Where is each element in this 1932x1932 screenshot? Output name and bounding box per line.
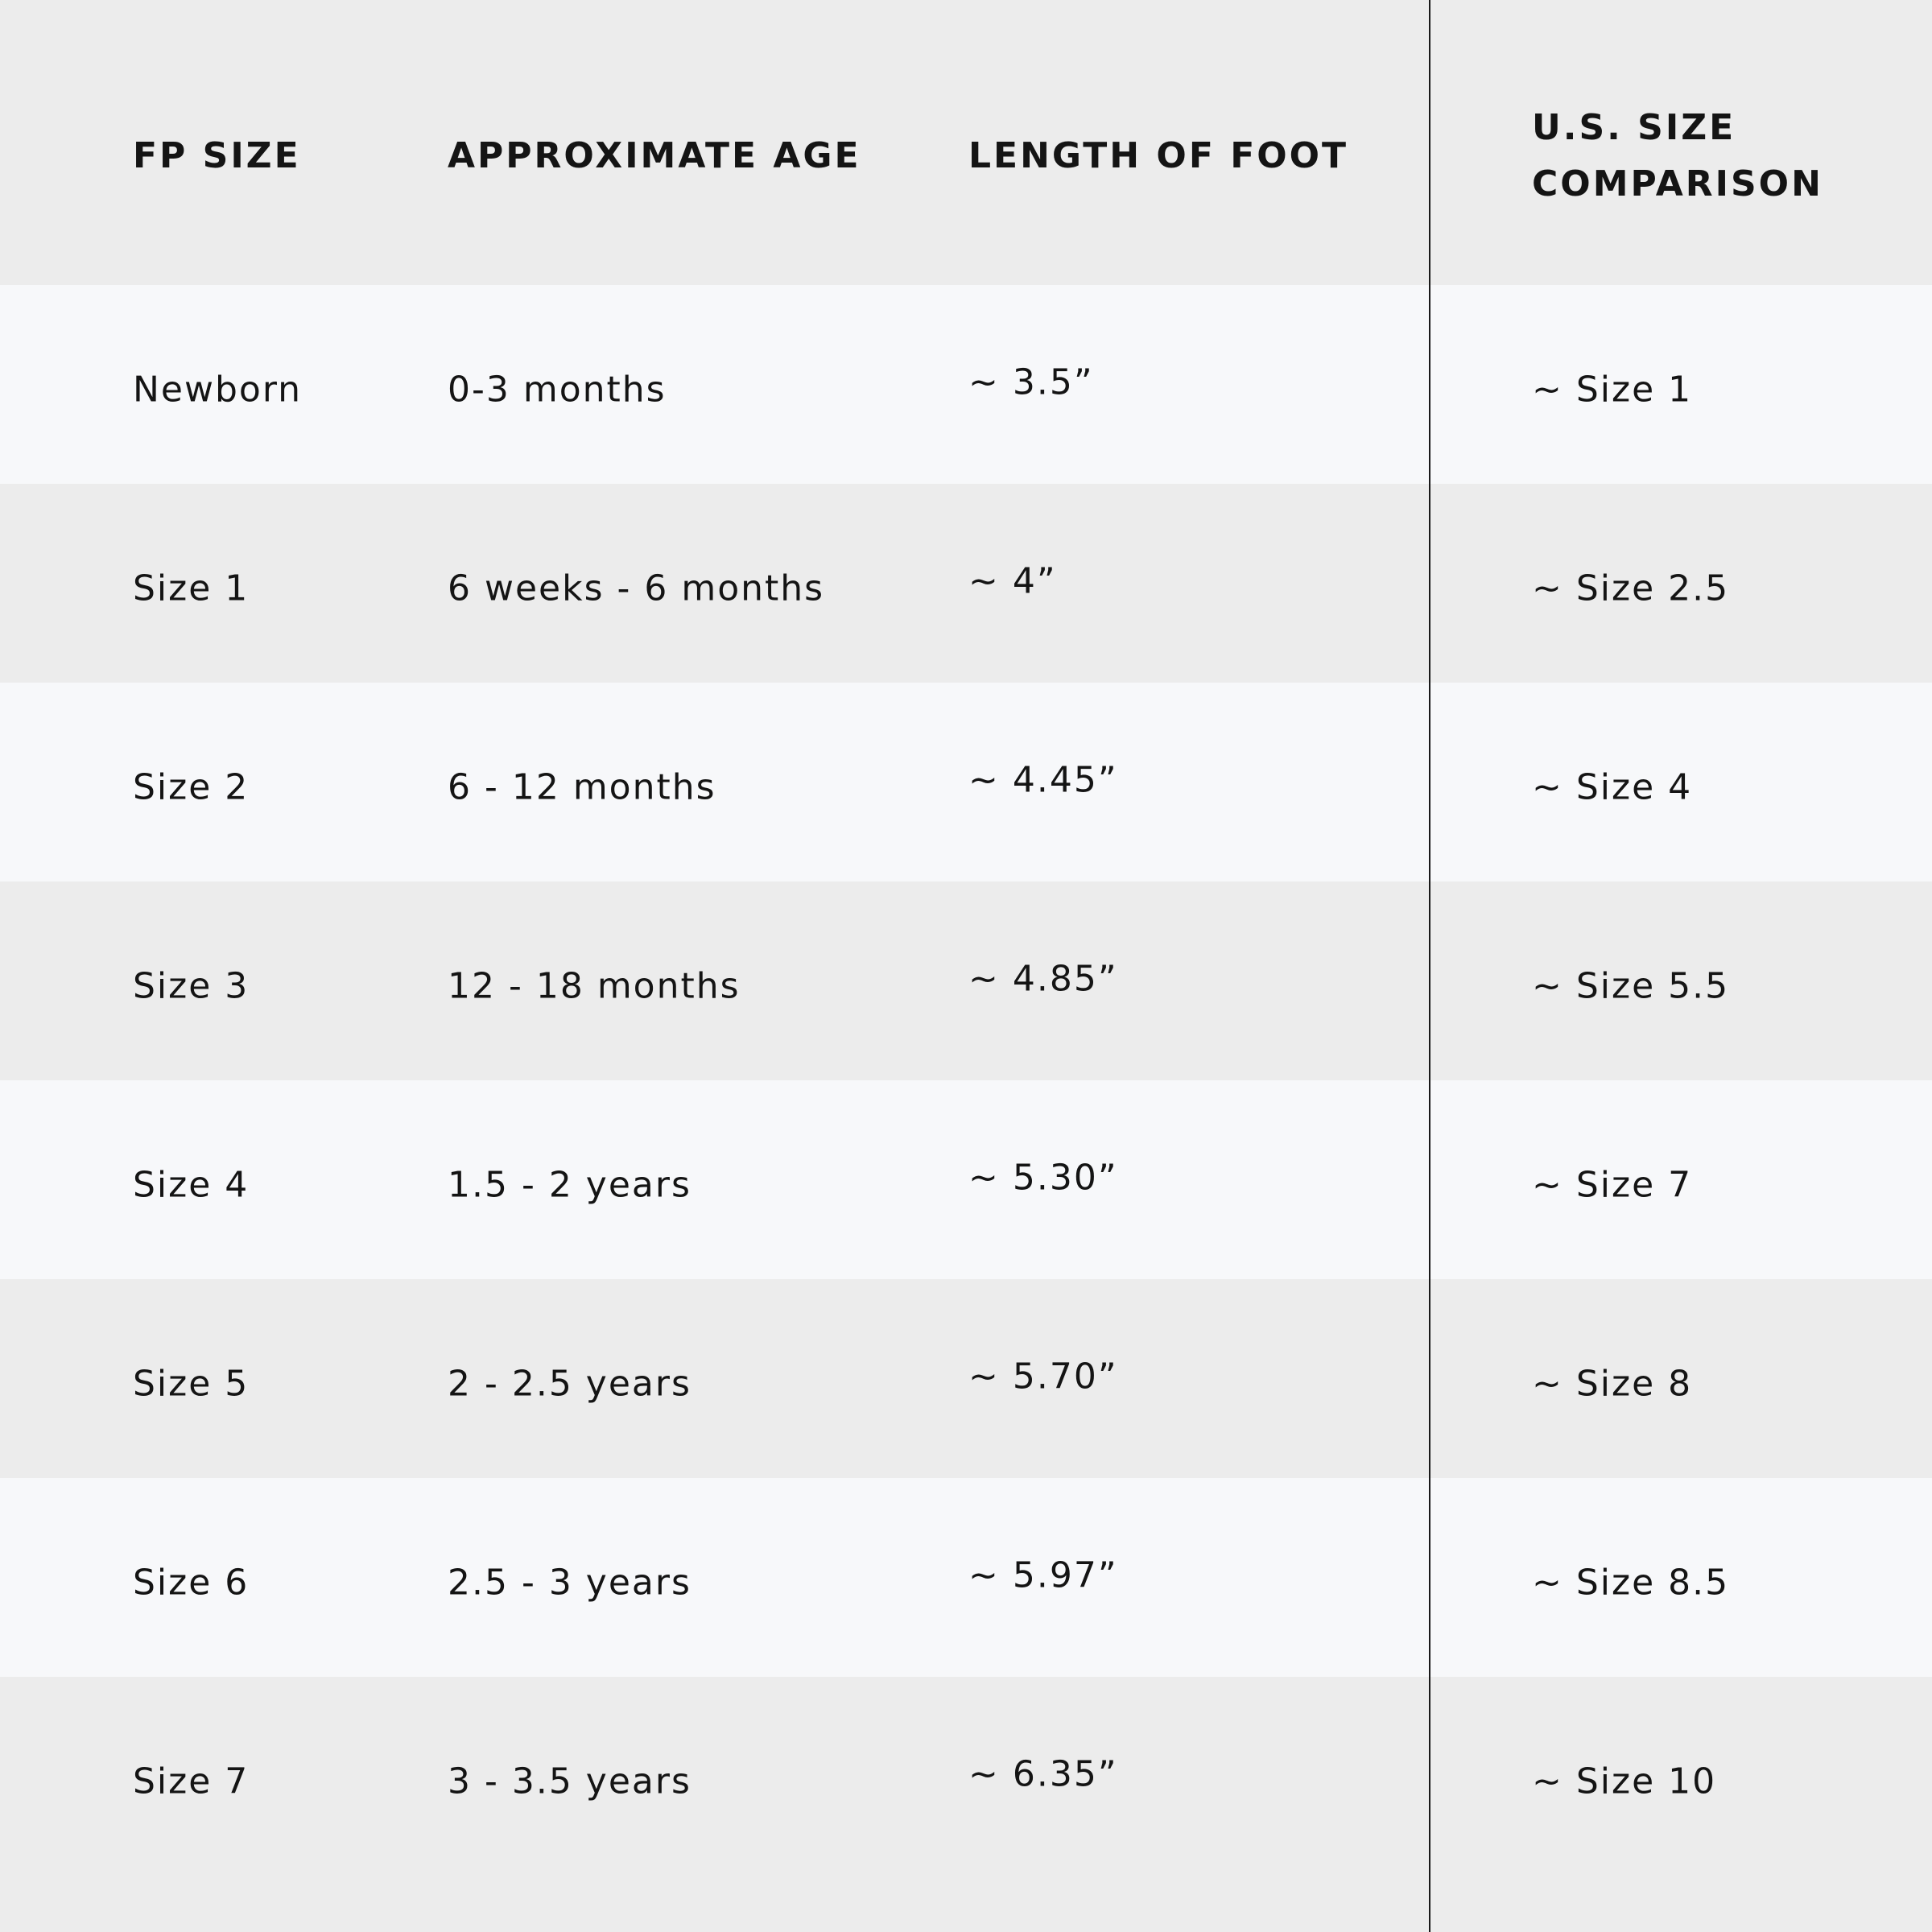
table-cell: ~ 4” (968, 560, 1057, 602)
table-cell: ~ Size 10 (1532, 1761, 1717, 1802)
table-cell: 6 - 12 months (448, 766, 716, 808)
header-row: FP SIZE APPROXIMATE AGE LENGTH OF FOOT U.S.… (0, 0, 1932, 285)
header-cell: APPROXIMATE AGE (448, 135, 861, 176)
table-row: Size 4 1.5 - 2 years ~ 5.30” ~ Size 7 (0, 1080, 1932, 1279)
table-cell: Size 1 (133, 568, 250, 609)
table-cell: 12 - 18 months (448, 965, 741, 1007)
table-cell: ~ 5.70” (968, 1356, 1118, 1397)
table-cell: Size 4 (133, 1164, 250, 1206)
table-cell: ~ Size 2.5 (1532, 568, 1730, 609)
table-cell: ~ Size 7 (1532, 1164, 1693, 1206)
table-cell: ~ 3.5” (968, 361, 1094, 403)
table-cell: Size 2 (133, 766, 250, 808)
table-cell: ~ 4.45” (968, 759, 1118, 801)
table-cell: Size 6 (133, 1562, 250, 1604)
table-row: Newborn 0-3 months ~ 3.5” ~ Size 1 (0, 285, 1932, 484)
table-cell: 2 - 2.5 years (448, 1363, 691, 1405)
table-cell: ~ 6.35” (968, 1753, 1118, 1795)
column-divider (1429, 0, 1430, 1932)
table-cell: ~ Size 1 (1532, 369, 1693, 411)
table-row: Size 6 2.5 - 3 years ~ 5.97” ~ Size 8.5 (0, 1478, 1932, 1677)
table-cell: ~ 4.85” (968, 958, 1118, 1000)
table-cell: 2.5 - 3 years (448, 1562, 691, 1604)
table-cell: Newborn (133, 369, 303, 411)
table-cell: ~ Size 5.5 (1532, 965, 1730, 1007)
table-row: Size 3 12 - 18 months ~ 4.85” ~ Size 5.5 (0, 881, 1932, 1080)
header-cell: U.S. SIZE COMPARISON (1532, 107, 1823, 204)
table-cell: ~ Size 4 (1532, 766, 1693, 808)
header-cell: FP SIZE (133, 135, 301, 176)
table-cell: 3 - 3.5 years (448, 1761, 691, 1802)
table-cell: ~ Size 8.5 (1532, 1562, 1730, 1604)
table-row: Size 7 3 - 3.5 years ~ 6.35” ~ Size 10 (0, 1677, 1932, 1932)
table-cell: 1.5 - 2 years (448, 1164, 691, 1206)
table-cell: Size 7 (133, 1761, 250, 1802)
table-cell: ~ 5.30” (968, 1157, 1118, 1199)
table-cell: 6 weeks - 6 months (448, 568, 825, 609)
table-cell: 0-3 months (448, 369, 667, 411)
table-cell: ~ 5.97” (968, 1554, 1118, 1596)
table-row: Size 5 2 - 2.5 years ~ 5.70” ~ Size 8 (0, 1279, 1932, 1478)
header-cell: LENGTH OF FOOT (968, 135, 1349, 176)
table-row: Size 2 6 - 12 months ~ 4.45” ~ Size 4 (0, 683, 1932, 881)
table-row: Size 1 6 weeks - 6 months ~ 4” ~ Size 2.5 (0, 484, 1932, 683)
table-cell: ~ Size 8 (1532, 1363, 1693, 1405)
table-cell: Size 3 (133, 965, 250, 1007)
table-cell: Size 5 (133, 1363, 250, 1405)
